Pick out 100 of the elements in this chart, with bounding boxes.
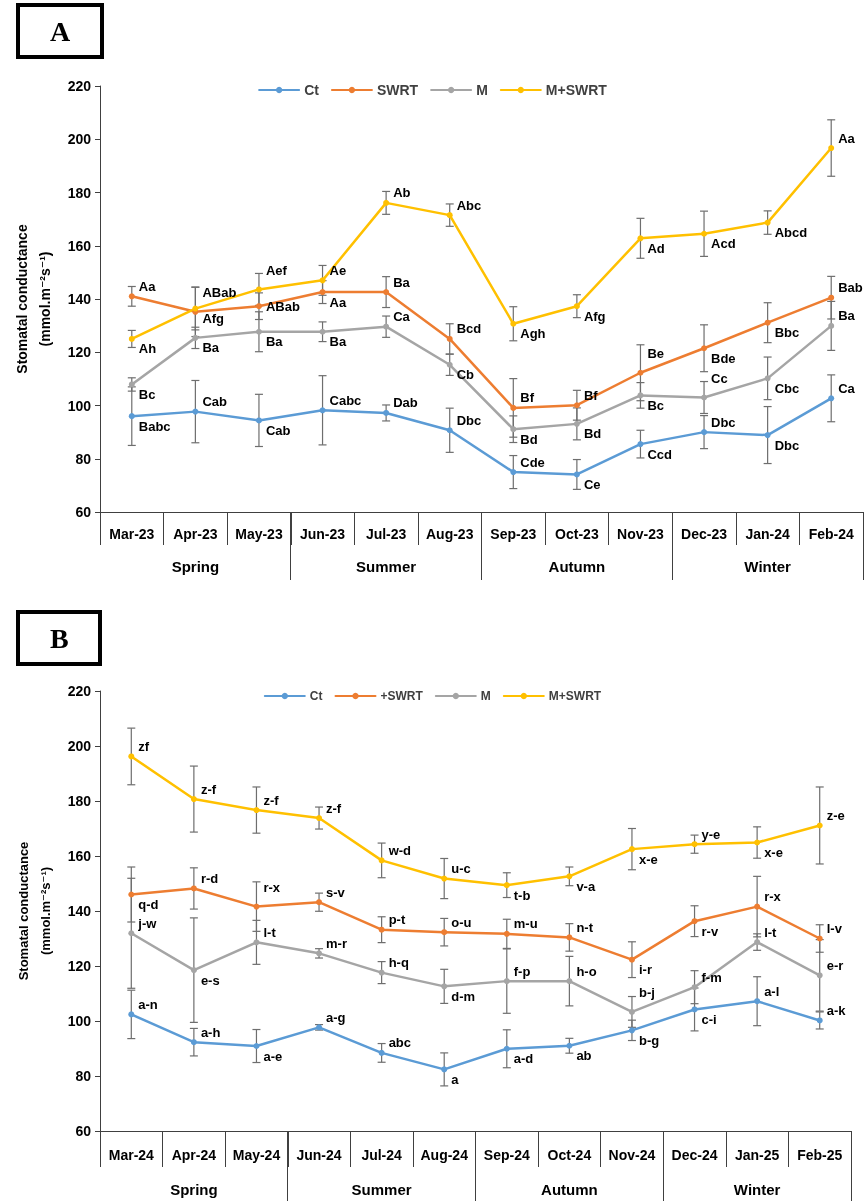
x-tick-label: Dec-24 xyxy=(671,1147,718,1163)
x-tick-label: Apr-23 xyxy=(173,526,218,542)
data-label: a-d xyxy=(513,1051,534,1067)
data-label: Cc xyxy=(711,371,728,387)
data-label: r-x xyxy=(764,889,782,905)
point xyxy=(383,199,390,206)
point xyxy=(190,796,197,803)
data-label: Aa xyxy=(838,130,856,146)
data-label: Dab xyxy=(393,395,418,411)
point xyxy=(816,972,823,979)
point xyxy=(510,426,517,433)
point xyxy=(628,1008,635,1015)
data-label: p-t xyxy=(388,912,406,928)
point xyxy=(701,230,708,237)
y-tick-label: 60 xyxy=(75,504,92,520)
point xyxy=(573,471,580,478)
data-label: o-u xyxy=(451,914,472,930)
y-tick-label: 140 xyxy=(67,291,92,307)
data-label: m-u xyxy=(513,916,538,932)
point xyxy=(754,998,761,1005)
point xyxy=(566,873,573,880)
point xyxy=(510,404,517,411)
data-label: Babc xyxy=(138,418,171,434)
point xyxy=(441,875,448,882)
point xyxy=(754,903,761,910)
y-tick-label: 220 xyxy=(67,78,92,94)
data-label: Abc xyxy=(456,197,482,213)
data-label: u-c xyxy=(451,861,471,877)
point xyxy=(316,815,323,822)
data-label: Aa xyxy=(138,278,157,294)
data-label: r-d xyxy=(200,870,219,886)
point xyxy=(255,417,262,424)
data-label: abc xyxy=(388,1035,412,1051)
y-tick-label: 100 xyxy=(67,1013,92,1029)
data-label: v-a xyxy=(576,878,596,894)
legend-label: Ct xyxy=(304,82,320,98)
point xyxy=(378,926,385,933)
point xyxy=(441,1066,448,1073)
text: Summer xyxy=(356,557,417,576)
point xyxy=(628,1027,635,1034)
point xyxy=(637,369,644,376)
data-label: b-g xyxy=(638,1032,660,1048)
x-tick-label: Feb-25 xyxy=(797,1147,843,1163)
point xyxy=(378,857,385,864)
x-tick-label: Apr-24 xyxy=(171,1147,217,1163)
data-label: z-f xyxy=(200,781,217,797)
data-label: Ba xyxy=(393,274,411,290)
x-tick-label: Nov-24 xyxy=(608,1147,656,1163)
data-label: Ah xyxy=(138,341,157,357)
data-label: a-g xyxy=(326,1009,346,1025)
data-label: Bc xyxy=(138,386,156,402)
point xyxy=(253,939,260,946)
data-label: Dbc xyxy=(711,414,736,430)
x-tick-label: Jun-23 xyxy=(299,526,346,542)
data-label: Ccd xyxy=(647,446,673,462)
point xyxy=(319,289,326,296)
point xyxy=(503,978,510,985)
data-label: h-q xyxy=(388,955,409,971)
data-label: a-h xyxy=(200,1024,221,1040)
data-label: a-k xyxy=(826,1002,847,1018)
data-label: Bf xyxy=(520,390,535,406)
data-label: a xyxy=(451,1071,460,1087)
point xyxy=(190,1039,197,1046)
point xyxy=(253,903,260,910)
y-tick-label: 120 xyxy=(67,344,92,361)
x-tick-label: Jan-25 xyxy=(734,1147,780,1163)
legend-label: M xyxy=(476,82,488,98)
data-label: Afg xyxy=(583,308,606,324)
point xyxy=(319,407,326,414)
point xyxy=(255,303,262,310)
x-tick-label: Sep-23 xyxy=(490,526,537,542)
x-tick-label: Nov-23 xyxy=(617,526,665,542)
point xyxy=(503,882,510,889)
point xyxy=(253,1043,260,1050)
point xyxy=(446,212,453,219)
data-label: l-t xyxy=(263,924,277,940)
point xyxy=(503,1045,510,1052)
data-label: Ab xyxy=(393,185,411,201)
y-tick-label: 200 xyxy=(67,131,92,148)
point xyxy=(566,934,573,941)
data-label: x-e xyxy=(638,851,658,867)
data-label: Bbc xyxy=(774,325,800,341)
data-label: Bd xyxy=(520,431,538,447)
y-tick-label: 220 xyxy=(67,683,92,699)
point xyxy=(701,429,708,436)
point xyxy=(128,930,135,937)
point xyxy=(828,395,835,402)
point xyxy=(190,885,197,892)
data-label: Ba xyxy=(265,334,284,350)
data-label: m-r xyxy=(326,935,347,951)
y-tick-label: 180 xyxy=(67,793,92,809)
x-tick-label: Aug-23 xyxy=(425,526,474,542)
data-label: z-e xyxy=(826,807,845,823)
point xyxy=(192,408,199,415)
point xyxy=(573,303,580,310)
point xyxy=(701,345,708,352)
point xyxy=(691,918,698,925)
data-label: Aa xyxy=(329,294,347,310)
data-label: j-w xyxy=(137,915,158,931)
data-label: Ba xyxy=(329,334,347,350)
